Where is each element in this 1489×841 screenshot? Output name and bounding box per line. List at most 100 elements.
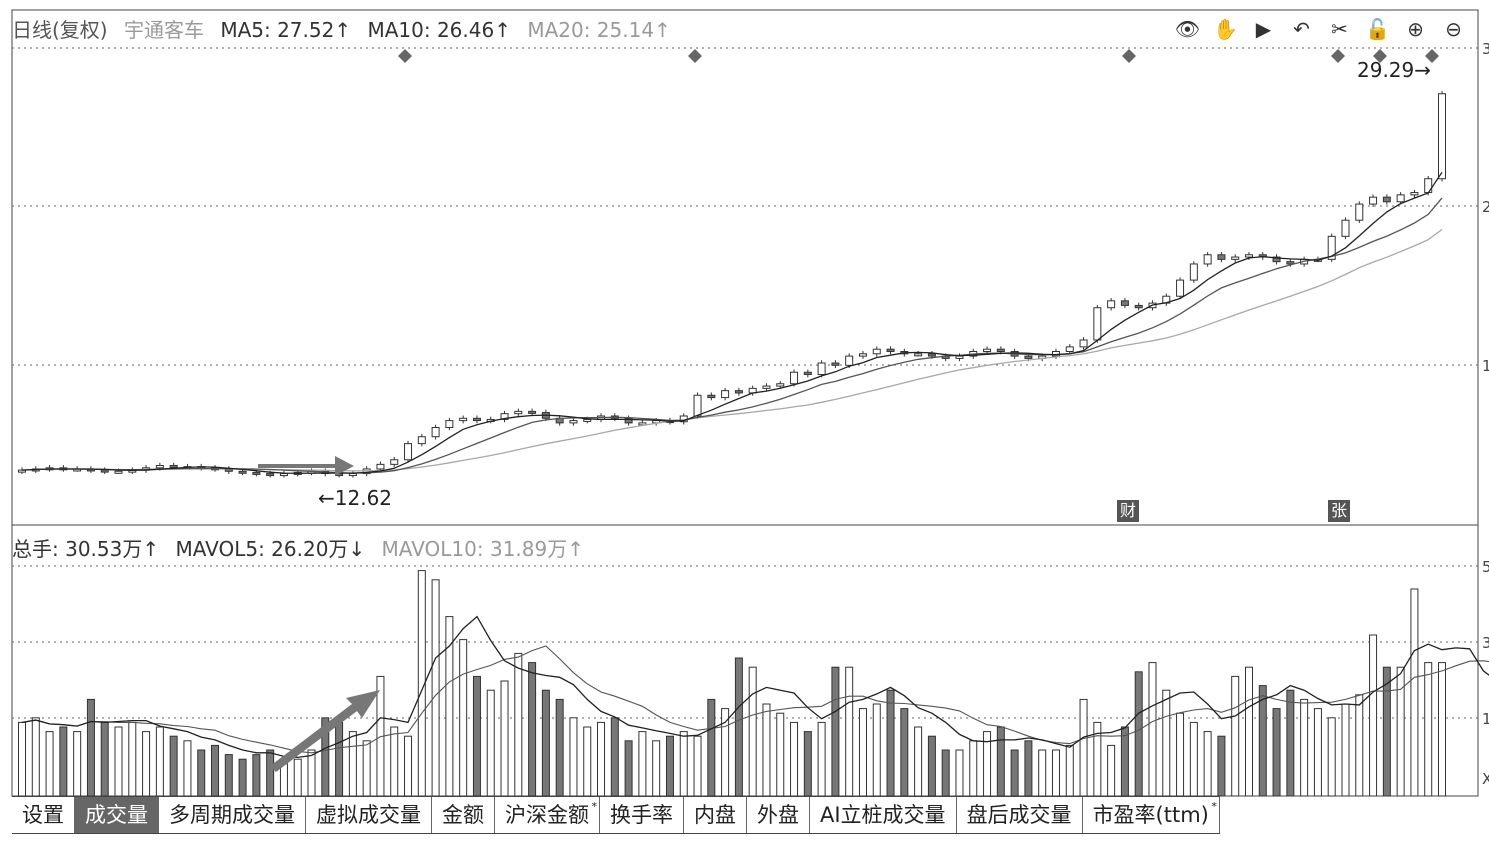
volume-bar xyxy=(721,708,730,797)
ma10-line xyxy=(21,197,1443,474)
candle-body xyxy=(472,417,481,422)
volume-bar xyxy=(45,731,54,797)
volume-bar xyxy=(734,657,743,797)
volume-bar xyxy=(100,721,109,797)
eye-icon[interactable]: 👁 xyxy=(1174,16,1201,41)
volume-bar xyxy=(1162,689,1171,797)
candle-body xyxy=(238,470,247,474)
volume-bar xyxy=(1010,749,1019,797)
volume-bar xyxy=(224,754,233,797)
mavol5-line xyxy=(21,615,1489,759)
volume-bar xyxy=(555,698,564,797)
scissors-icon[interactable]: ✂ xyxy=(1331,16,1348,41)
finance-marker[interactable]: 财 xyxy=(1117,500,1139,522)
volume-bar xyxy=(1079,698,1088,797)
volume-bar xyxy=(307,749,316,797)
limit-up-marker[interactable]: 张 xyxy=(1328,500,1350,522)
candle-body xyxy=(1396,194,1405,203)
volume-bar xyxy=(486,689,495,797)
volume-bar xyxy=(983,731,992,797)
ma5-label: MA5: 27.52↑ xyxy=(220,18,352,42)
tab-after-hours-volume[interactable]: 盘后成交量 xyxy=(957,797,1083,833)
volume-bar xyxy=(1189,721,1198,797)
volume-bar xyxy=(1300,698,1309,797)
tab-virtual-volume[interactable]: 虚拟成交量 xyxy=(306,797,432,833)
candle-body xyxy=(1203,254,1212,265)
tab-pe-ttm[interactable]: 市盈率(ttm) * xyxy=(1083,797,1220,833)
candle-body xyxy=(266,473,275,477)
candle-body xyxy=(721,390,730,399)
event-diamond xyxy=(688,49,702,63)
tab-amount[interactable]: 金额 xyxy=(432,797,495,833)
tab-settings[interactable]: 设置 xyxy=(12,797,75,833)
tab-outer[interactable]: 外盘 xyxy=(747,797,810,833)
volume-bar xyxy=(31,717,40,797)
volume-bar xyxy=(610,717,619,797)
candle-body xyxy=(845,355,854,366)
tab-hushen-amount[interactable]: 沪深金额 * xyxy=(495,797,600,833)
volume-bar xyxy=(583,726,592,797)
event-diamond xyxy=(398,49,412,63)
volume-bar xyxy=(18,721,26,797)
volume-bar xyxy=(1286,689,1295,797)
candle-body xyxy=(1231,256,1240,260)
volume-bar xyxy=(996,726,1005,797)
undo-icon[interactable]: ↶ xyxy=(1293,16,1310,41)
candle-body xyxy=(1369,196,1378,205)
volume-bar xyxy=(762,703,771,797)
volume-bar xyxy=(679,731,688,797)
zoom-out-icon[interactable]: ⊖ xyxy=(1445,16,1462,41)
price-axis-label: 1 xyxy=(1482,357,1489,375)
volume-bar xyxy=(238,758,247,797)
volume-bar xyxy=(748,666,757,797)
lock-icon[interactable]: 🔓 xyxy=(1365,16,1390,41)
play-icon[interactable]: ▶ xyxy=(1255,16,1272,41)
tab-multi-period-volume[interactable]: 多周期成交量 xyxy=(159,797,306,833)
tab-ai-volume[interactable]: AI立桩成交量 xyxy=(810,797,957,833)
zoom-in-icon[interactable]: ⊕ xyxy=(1407,16,1424,41)
candle-body xyxy=(955,355,964,359)
tab-volume[interactable]: 成交量 xyxy=(75,797,159,833)
mavol10-line xyxy=(21,645,1489,754)
hand-icon[interactable]: ✋ xyxy=(1213,16,1238,41)
volume-bar xyxy=(941,749,950,797)
tab-turnover[interactable]: 换手率 xyxy=(600,797,684,833)
price-axis-label: 3 xyxy=(1482,40,1489,58)
candle-body xyxy=(1382,196,1391,203)
volume-bar xyxy=(445,616,454,797)
volume-bar xyxy=(142,731,151,797)
tab-hushen-amount-label: 沪深金额 xyxy=(505,803,589,827)
candle-body xyxy=(1176,279,1185,297)
candle-body xyxy=(983,348,992,352)
candle-body xyxy=(155,465,164,469)
chart-title: 日线(复权) xyxy=(12,18,108,42)
volume-bar xyxy=(707,698,716,797)
volume-bar xyxy=(624,740,633,797)
volume-bar xyxy=(252,754,261,797)
volume-bar xyxy=(665,735,674,797)
tab-inner[interactable]: 内盘 xyxy=(684,797,747,833)
volume-bar xyxy=(1051,749,1060,797)
volume-bar xyxy=(1065,744,1074,797)
volume-bar xyxy=(900,708,909,797)
price-axis-label: 2 xyxy=(1482,198,1489,216)
volume-bar xyxy=(1024,740,1033,797)
candle-body xyxy=(707,394,716,399)
volume-bar xyxy=(1231,675,1240,797)
volume-bar xyxy=(638,731,647,797)
volume-bar xyxy=(1313,708,1322,797)
candle-body xyxy=(1093,307,1102,341)
main-legend: 日线(复权) 宇通客车 MA5: 27.52↑ MA10: 26.46↑ MA2… xyxy=(12,14,681,43)
chart-toolbar: 👁 ✋ ▶ ↶ ✂ 🔓 ⊕ ⊖ xyxy=(1174,15,1467,42)
volume-bar xyxy=(817,721,826,797)
trend-arrow-volume xyxy=(270,690,380,772)
candle-body xyxy=(514,410,523,415)
candle-body xyxy=(1107,300,1116,309)
candle-body xyxy=(252,471,261,475)
candle-body xyxy=(445,420,454,429)
volume-bar xyxy=(886,689,895,797)
volume-bar xyxy=(197,749,206,797)
volume-bar xyxy=(514,652,523,797)
volume-bar xyxy=(1203,731,1212,797)
